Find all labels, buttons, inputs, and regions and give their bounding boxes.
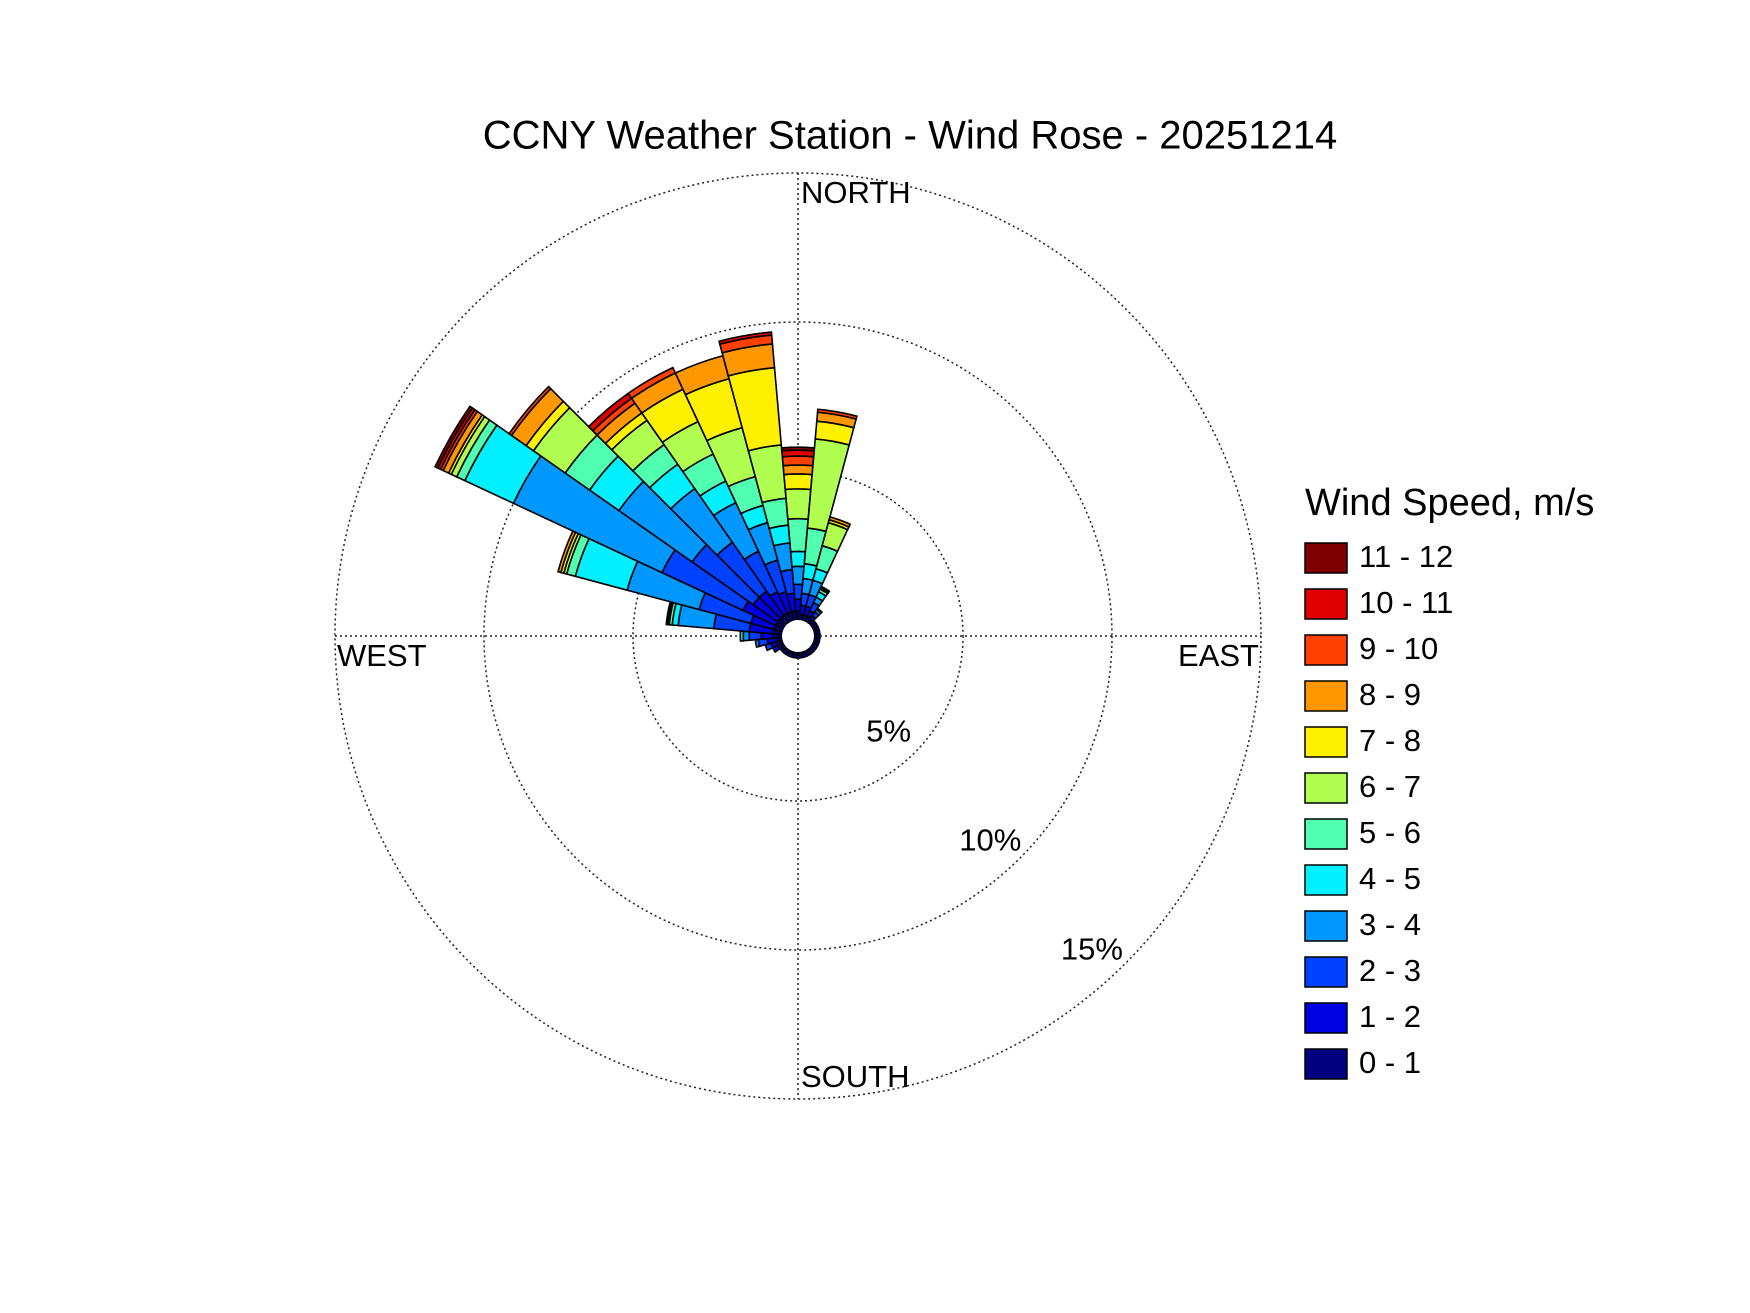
chart-title: CCNY Weather Station - Wind Rose - 20251… [483,114,1338,158]
wedge [507,385,552,437]
legend-label: 1 - 2 [1359,999,1421,1034]
wedge [819,585,831,594]
legend-label: 7 - 8 [1359,723,1421,758]
wedge [627,366,677,400]
legend-swatch [1304,910,1348,942]
direction-label: NORTH [801,175,911,210]
legend-swatch [1304,864,1348,896]
wedge [782,464,814,476]
ring-label: 10% [959,822,1021,857]
legend-label: 9 - 10 [1359,631,1438,666]
legend-label: 6 - 7 [1359,769,1421,804]
legend-label: 4 - 5 [1359,861,1421,896]
legend-swatch [1304,726,1348,758]
wedge [718,331,773,346]
direction-label: EAST [1178,638,1259,673]
ring-label: 15% [1061,931,1123,966]
legend-swatch [1304,772,1348,804]
legend-label: 2 - 3 [1359,953,1421,988]
wedge [828,515,852,529]
legend-label: 0 - 1 [1359,1045,1421,1080]
legend-label: 3 - 4 [1359,907,1421,942]
wedge [784,488,812,520]
wedge [781,455,815,467]
ring [334,172,1262,1100]
direction-label: WEST [337,638,427,673]
legend-label: 5 - 6 [1359,815,1421,850]
wedge [434,405,474,470]
wedge [815,607,824,615]
ring [483,321,1113,951]
wedge [816,408,858,421]
wedge [739,630,745,642]
legend-swatch [1304,680,1348,712]
legend-label: 11 - 12 [1359,539,1453,574]
legend-swatch [1304,542,1348,574]
legend-swatch [1304,588,1348,620]
legend-label: 8 - 9 [1359,677,1421,712]
legend-title: Wind Speed, m/s [1305,482,1594,524]
legend-swatch [1304,634,1348,666]
wedge [754,638,761,649]
wedge [789,550,807,568]
center-hole [782,620,814,652]
legend-label: 10 - 11 [1359,585,1453,620]
legend-swatch [1304,1048,1348,1080]
wedge [783,473,813,491]
ring [632,470,964,802]
legend-swatch [1304,956,1348,988]
legend-swatch [1304,1002,1348,1034]
legend-swatch [1304,818,1348,850]
wedge [780,446,816,452]
wedge [742,630,751,642]
direction-label: SOUTH [801,1059,910,1094]
ring-label: 5% [866,713,911,748]
